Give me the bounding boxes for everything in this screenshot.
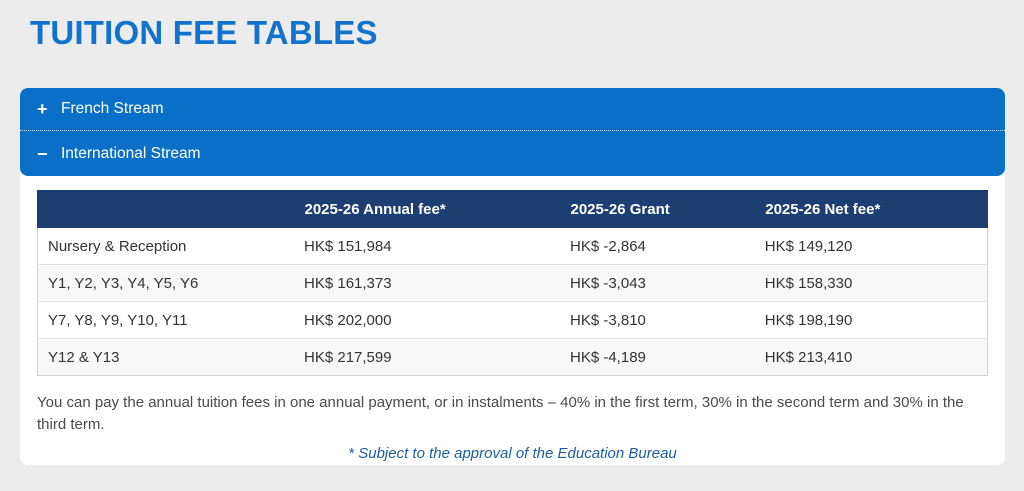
grant-cell: HK$ -4,189 — [560, 338, 755, 376]
row-label: Nursery & Reception — [37, 227, 294, 265]
row-label: Y12 & Y13 — [37, 338, 294, 376]
row-label: Y1, Y2, Y3, Y4, Y5, Y6 — [37, 264, 294, 302]
accordion-header-french-stream[interactable]: + French Stream — [20, 88, 1005, 131]
plus-icon: + — [37, 99, 48, 119]
annual-fee-cell: HK$ 151,984 — [294, 227, 560, 265]
annual-fee-cell: HK$ 202,000 — [294, 301, 560, 339]
net-fee-cell: HK$ 213,410 — [754, 338, 988, 376]
tuition-fee-table: 2025-26 Annual fee* 2025-26 Grant 2025-2… — [37, 190, 988, 376]
net-fee-cell: HK$ 158,330 — [754, 264, 988, 302]
annual-fee-cell: HK$ 217,599 — [294, 338, 560, 376]
approval-note-text: * Subject to the approval of the Educati… — [348, 445, 677, 462]
table-row: Y7, Y8, Y9, Y10, Y11 HK$ 202,000 HK$ -3,… — [37, 301, 988, 339]
accordion-label: French Stream — [61, 100, 164, 117]
payment-info-text: You can pay the annual tuition fees in o… — [37, 394, 964, 433]
column-header-annual-fee: 2025-26 Annual fee* — [293, 190, 561, 228]
accordion-header-international-stream[interactable]: − International Stream — [20, 131, 1005, 176]
column-header-grant: 2025-26 Grant — [559, 190, 756, 228]
table-row: Y12 & Y13 HK$ 217,599 HK$ -4,189 HK$ 213… — [37, 338, 988, 376]
table-row: Y1, Y2, Y3, Y4, Y5, Y6 HK$ 161,373 HK$ -… — [37, 264, 988, 302]
annual-fee-cell: HK$ 161,373 — [294, 264, 560, 302]
accordion-label: International Stream — [61, 144, 201, 162]
table-header-row: 2025-26 Annual fee* 2025-26 Grant 2025-2… — [37, 190, 988, 228]
tuition-accordion: + French Stream − International Stream 2… — [20, 88, 1005, 465]
minus-icon: − — [37, 143, 48, 164]
table-row: Nursery & Reception HK$ 151,984 HK$ -2,8… — [37, 227, 988, 265]
grant-cell: HK$ -3,810 — [560, 301, 755, 339]
net-fee-cell: HK$ 149,120 — [754, 227, 988, 265]
grant-cell: HK$ -3,043 — [560, 264, 755, 302]
row-label: Y7, Y8, Y9, Y10, Y11 — [37, 301, 294, 339]
international-stream-panel: 2025-26 Annual fee* 2025-26 Grant 2025-2… — [20, 168, 1005, 465]
grant-cell: HK$ -2,864 — [560, 227, 755, 265]
column-header-empty — [37, 190, 295, 228]
page-title: TUITION FEE TABLES — [30, 14, 378, 51]
net-fee-cell: HK$ 198,190 — [754, 301, 988, 339]
column-header-net-fee: 2025-26 Net fee* — [754, 190, 988, 228]
